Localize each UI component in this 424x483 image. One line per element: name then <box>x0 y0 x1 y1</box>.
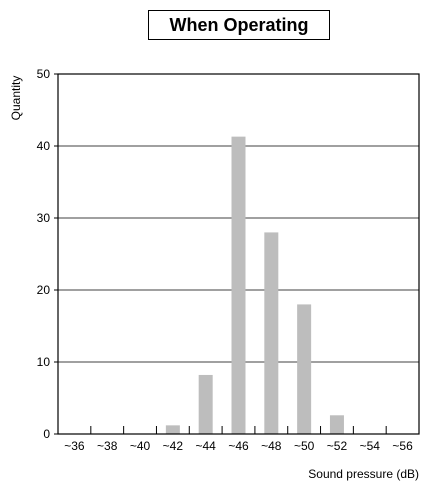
y-tick-label: 0 <box>43 427 50 441</box>
x-tick-label: ~36 <box>64 439 85 453</box>
bar-~42 <box>165 425 180 434</box>
x-axis-ticks: ~36 ~38 ~40 ~42 ~44 ~46 ~48 ~50 ~52 ~54 ~56 <box>64 426 413 453</box>
bars <box>165 136 344 434</box>
x-tick-label: ~54 <box>360 439 381 453</box>
x-axis-title: Sound pressure (dB) <box>308 467 419 481</box>
bar-~50 <box>297 304 312 434</box>
x-tick-label: ~48 <box>261 439 282 453</box>
x-tick-label: ~52 <box>327 439 348 453</box>
x-tick-label: ~50 <box>294 439 315 453</box>
bar-~46 <box>231 136 246 434</box>
y-tick-label: 30 <box>37 211 51 225</box>
bar-~48 <box>264 232 279 434</box>
x-tick-label: ~42 <box>163 439 184 453</box>
bar-~44 <box>198 374 213 434</box>
x-tick-label: ~56 <box>392 439 413 453</box>
y-tick-label: 40 <box>37 139 51 153</box>
x-tick-label: ~38 <box>97 439 118 453</box>
x-tick-label: ~46 <box>228 439 249 453</box>
x-tick-label: ~44 <box>196 439 217 453</box>
y-axis-ticks: 0 10 20 30 40 50 <box>37 67 58 441</box>
plot-frame <box>57 73 420 435</box>
x-tick-label: ~40 <box>130 439 151 453</box>
chart-title: When Operating <box>148 10 330 40</box>
y-tick-label: 50 <box>37 67 51 81</box>
y-tick-label: 10 <box>37 355 51 369</box>
y-tick-label: 20 <box>37 283 51 297</box>
bar-~52 <box>329 415 344 434</box>
y-axis-title: Quantity <box>9 76 23 121</box>
